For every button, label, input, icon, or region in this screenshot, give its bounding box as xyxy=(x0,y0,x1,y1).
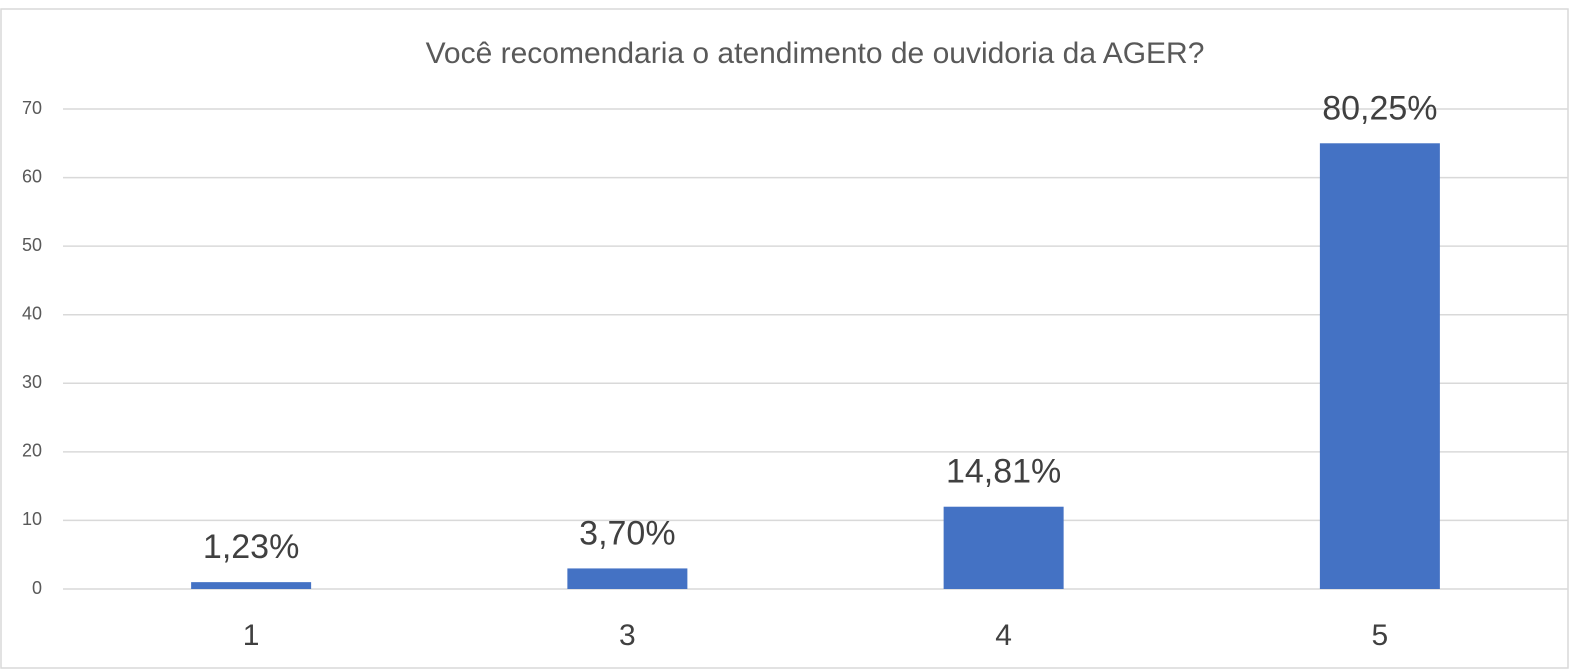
data-label: 3,70% xyxy=(579,514,675,552)
y-tick-label: 10 xyxy=(22,509,42,529)
x-tick-label: 5 xyxy=(1372,619,1389,652)
data-label: 1,23% xyxy=(203,528,299,566)
x-tick-label: 4 xyxy=(995,619,1012,652)
chart-border xyxy=(0,8,1569,669)
y-tick-label: 30 xyxy=(22,372,42,392)
bar xyxy=(1319,143,1440,590)
y-tick-label: 50 xyxy=(22,235,42,255)
y-tick-label: 40 xyxy=(22,303,42,323)
x-tick-label: 3 xyxy=(619,619,636,652)
y-tick-label: 20 xyxy=(22,441,42,461)
bar xyxy=(191,582,312,589)
y-tick-label: 60 xyxy=(22,166,42,186)
data-label: 14,81% xyxy=(946,453,1061,491)
y-tick-label: 70 xyxy=(22,98,42,118)
chart-title: Você recomendaria o atendimento de ouvid… xyxy=(426,37,1205,70)
y-tick-label: 0 xyxy=(32,578,42,598)
bar xyxy=(567,568,688,589)
bar xyxy=(943,506,1064,589)
data-label: 80,25% xyxy=(1322,89,1437,127)
x-tick-label: 1 xyxy=(243,619,260,652)
